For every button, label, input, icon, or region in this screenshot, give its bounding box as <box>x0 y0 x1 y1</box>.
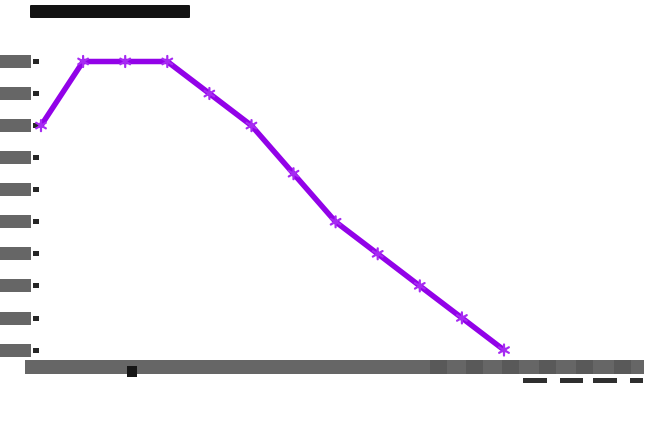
x-axis-label-descender-mark <box>630 378 643 383</box>
x-axis-label-descender-mark <box>523 378 547 383</box>
chart-title-redacted-block <box>30 5 190 18</box>
y-tick-mark <box>33 251 39 257</box>
data-point-star-marker <box>119 54 132 69</box>
x-axis-label-descender-mark <box>593 378 617 383</box>
x-axis-label-overlap-patch <box>466 360 483 374</box>
y-tick-label-redacted-block <box>0 183 31 197</box>
y-tick-mark <box>33 187 39 193</box>
y-tick-mark <box>33 59 39 64</box>
y-tick-mark <box>33 347 39 353</box>
data-point-star-marker <box>456 311 468 325</box>
y-tick-label-redacted-block <box>0 279 31 293</box>
y-tick-mark <box>33 283 39 289</box>
data-point-star-marker <box>77 54 90 69</box>
x-axis-label-descender-mark <box>560 378 583 383</box>
data-point-star-marker <box>245 118 258 133</box>
y-tick-label-redacted-block <box>0 119 31 133</box>
x-axis-label-overlap-patch <box>576 360 593 374</box>
y-tick-label-redacted-block <box>0 87 31 101</box>
y-tick-label-redacted-block <box>0 311 31 325</box>
data-point-star-marker <box>413 279 426 293</box>
series-line <box>38 58 507 353</box>
data-point-star-marker <box>203 86 216 101</box>
y-tick-label-redacted-block <box>0 247 31 261</box>
data-point-star-marker <box>287 167 300 181</box>
y-tick-mark <box>33 123 39 129</box>
y-tick-mark <box>33 219 39 225</box>
x-axis-label-band-redacted <box>25 360 644 374</box>
x-axis-label-overlap-patch <box>430 360 447 374</box>
y-tick-label-redacted-block <box>0 55 31 68</box>
y-tick-mark <box>33 315 39 321</box>
y-tick-label-redacted-block <box>0 215 31 229</box>
y-tick-mark <box>33 91 39 97</box>
x-axis-label-overlap-patch <box>502 360 519 374</box>
y-tick-label-redacted-block <box>0 343 31 357</box>
x-axis-label-overlap-patch <box>614 360 631 374</box>
x-axis-label-overlap-patch <box>539 360 556 374</box>
data-point-star-marker <box>161 54 174 69</box>
y-tick-label-redacted-block <box>0 151 31 165</box>
data-point-star-marker <box>329 215 342 229</box>
data-point-star-marker <box>35 118 47 133</box>
x-axis-label-dark-notch <box>127 366 137 377</box>
y-tick-mark <box>33 155 39 161</box>
data-point-star-marker <box>371 247 384 261</box>
data-point-star-marker <box>498 343 510 357</box>
